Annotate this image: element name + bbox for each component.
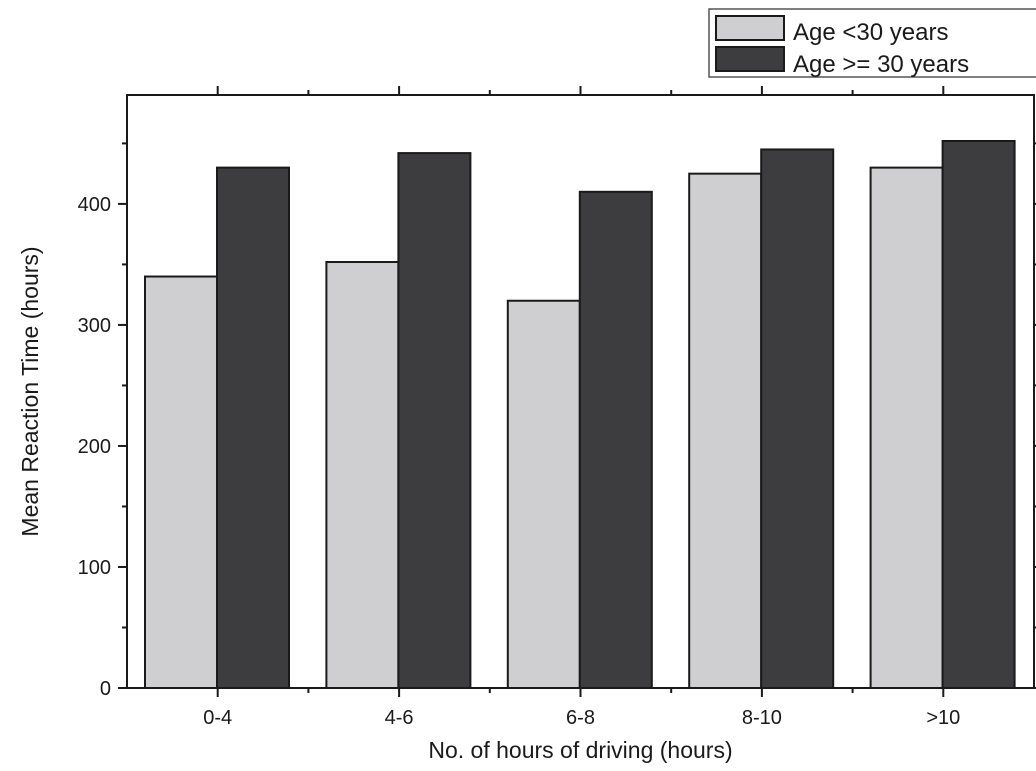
legend-label-age-under-30: Age <30 years (793, 19, 948, 46)
bar-4-6-series-0 (325, 261, 400, 689)
legend-swatch-age-30-plus (715, 46, 785, 72)
x-tick-label: 6-8 (566, 707, 595, 729)
bar->10-series-1 (941, 139, 1016, 690)
x-tick-label: 0-4 (203, 707, 232, 729)
ticks-layer: 0 100 200 300 400 0-4 4-6 6-8 8-10 >10 (78, 86, 1036, 729)
bar-8-10-series-1 (760, 148, 835, 690)
bar-4-6-series-1 (397, 152, 472, 690)
y-tick-label: 100 (78, 557, 111, 579)
bar-6-8-series-1 (578, 190, 653, 690)
legend-swatch-age-under-30 (715, 15, 785, 41)
y-tick-label: 200 (78, 436, 111, 458)
y-axis-label: Mean Reaction Time (hours) (17, 246, 43, 536)
bar->10-series-0 (869, 166, 944, 689)
bars-layer (144, 139, 1016, 690)
x-tick-label: 4-6 (385, 707, 414, 729)
legend: Age <30 years Age >= 30 years (708, 8, 1036, 78)
bar-0-4-series-1 (216, 166, 290, 689)
y-tick-label: 400 (78, 194, 111, 216)
bar-6-8-series-0 (506, 299, 581, 689)
x-tick-label: 8-10 (742, 707, 782, 729)
y-tick-label: 300 (78, 315, 111, 337)
legend-label-age-30-plus: Age >= 30 years (793, 51, 969, 78)
x-axis-label: No. of hours of driving (hours) (428, 737, 732, 763)
y-tick-label: 0 (100, 678, 111, 700)
bar-8-10-series-0 (688, 172, 763, 689)
x-tick-label: >10 (926, 707, 960, 729)
bar-0-4-series-0 (144, 275, 218, 689)
